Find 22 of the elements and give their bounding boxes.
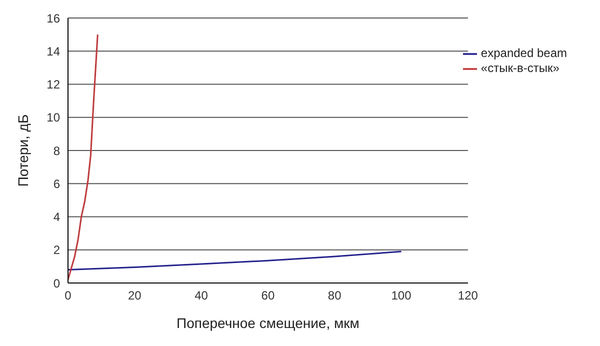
y-tick-label: 6 [53, 176, 60, 191]
x-tick-label: 0 [64, 288, 72, 303]
x-tick-label: 80 [328, 288, 342, 303]
x-tick-label: 20 [128, 288, 142, 303]
y-tick-label: 0 [53, 276, 60, 290]
legend-label: «стык-в-стык» [480, 60, 560, 75]
y-axis-title: Потери, дБ [14, 114, 31, 187]
line-series [68, 250, 402, 270]
y-tick-label: 14 [46, 44, 60, 58]
x-tick-label: 60 [261, 288, 275, 303]
x-axis-title: Поперечное смещение, мкм [176, 315, 360, 331]
line-series [68, 34, 98, 280]
legend-label: expanded beam [480, 46, 567, 60]
x-tick-label: 120 [458, 288, 478, 303]
y-tick-label: 4 [53, 210, 60, 224]
y-tick-label: 8 [53, 144, 60, 158]
y-tick-label: 2 [53, 243, 60, 258]
x-tick-label: 100 [391, 288, 412, 303]
y-tick-label: 12 [46, 78, 60, 92]
y-tick-label: 10 [46, 110, 60, 125]
y-tick-label: 16 [46, 11, 60, 26]
x-tick-label: 40 [194, 288, 208, 303]
